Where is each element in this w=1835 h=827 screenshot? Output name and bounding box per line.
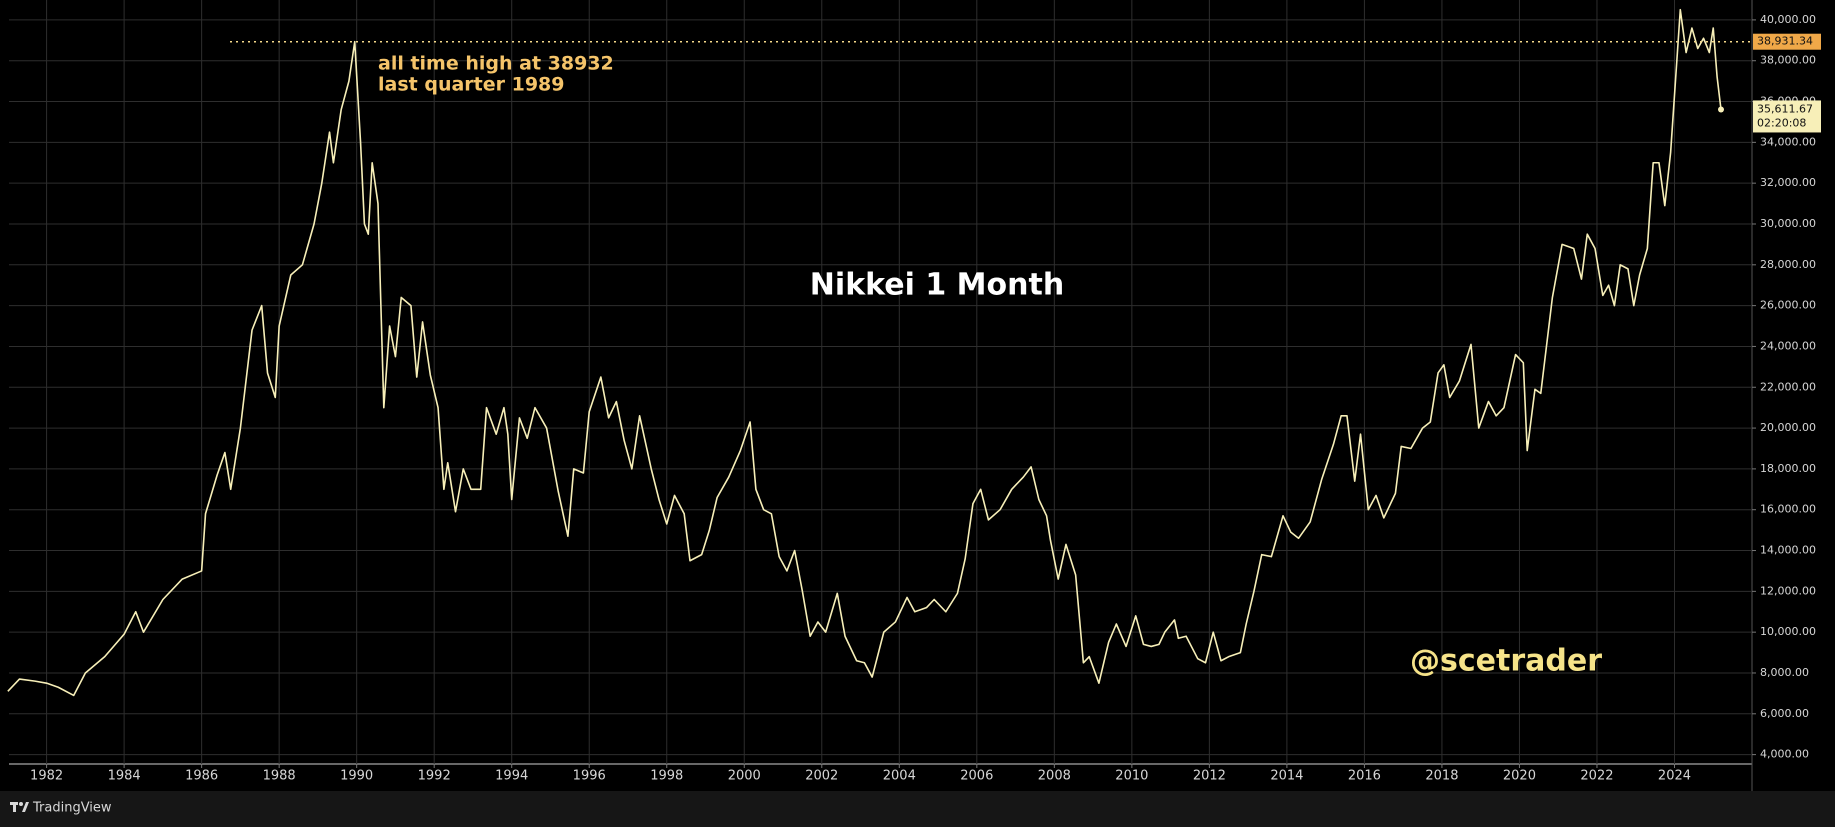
x-tick-label: 2006	[960, 769, 993, 784]
x-tick-label: 1992	[418, 769, 451, 784]
x-tick-label: 1998	[650, 769, 683, 784]
x-tick-label: 1988	[263, 769, 296, 784]
annotation: last quarter 1989	[378, 74, 565, 96]
y-tick-label: 10,000.00	[1760, 625, 1816, 638]
last-price-dot	[1717, 106, 1724, 113]
x-tick-label: 2004	[883, 769, 916, 784]
x-tick-label: 2002	[805, 769, 838, 784]
x-tick-label: 1982	[30, 769, 63, 784]
y-tick-label: 30,000.00	[1760, 217, 1816, 230]
y-tick-label: 8,000.00	[1760, 666, 1809, 679]
footer-bar	[0, 791, 1835, 827]
watermark: @scetrader	[1410, 644, 1602, 679]
y-tick-label: 40,000.00	[1760, 13, 1816, 26]
x-tick-label: 2010	[1115, 769, 1148, 784]
ath-price-label: 38,931.34	[1757, 35, 1813, 48]
last-price-box	[1753, 100, 1821, 133]
x-tick-label: 1996	[573, 769, 606, 784]
annotation: all time high at 38932	[378, 53, 614, 75]
y-tick-label: 20,000.00	[1760, 421, 1816, 434]
y-tick-label: 28,000.00	[1760, 258, 1816, 271]
ath-price-box	[1753, 33, 1821, 50]
x-tick-label: 2022	[1580, 769, 1613, 784]
y-tick-label: 6,000.00	[1760, 707, 1809, 720]
brand-logo	[10, 802, 29, 812]
x-tick-label: 2016	[1348, 769, 1381, 784]
countdown: 02:20:08	[1757, 116, 1806, 129]
last-price-label: 35,611.67	[1757, 102, 1813, 115]
y-tick-label: 4,000.00	[1760, 748, 1809, 761]
x-tick-label: 2020	[1503, 769, 1536, 784]
x-tick-label: 2008	[1038, 769, 1071, 784]
y-tick-label: 34,000.00	[1760, 135, 1816, 148]
x-tick-label: 1990	[340, 769, 373, 784]
x-tick-label: 2000	[728, 769, 761, 784]
y-tick-label: 22,000.00	[1760, 380, 1816, 393]
y-tick-label: 16,000.00	[1760, 503, 1816, 516]
x-tick-label: 2018	[1425, 769, 1458, 784]
chart-title: Nikkei 1 Month	[810, 268, 1064, 303]
y-tick-label: 24,000.00	[1760, 339, 1816, 352]
labels: 4,000.00 6,000.00 8,000.00 10,000.00 12,000.…	[30, 13, 1821, 784]
y-tick-label: 12,000.00	[1760, 584, 1816, 597]
grid	[9, 0, 1752, 764]
plot	[7, 8, 1752, 697]
y-tick-label: 38,000.00	[1760, 54, 1816, 67]
x-tick-label: 2024	[1658, 769, 1691, 784]
x-tick-label: 1994	[495, 769, 528, 784]
x-tick-label: 2012	[1193, 769, 1226, 784]
x-tick-label: 2014	[1270, 769, 1303, 784]
y-tick-label: 18,000.00	[1760, 462, 1816, 475]
y-tick-label: 14,000.00	[1760, 544, 1816, 557]
x-tick-label: 1986	[185, 769, 218, 784]
y-tick-label: 26,000.00	[1760, 299, 1816, 312]
y-tick-label: 32,000.00	[1760, 176, 1816, 189]
x-tick-label: 1984	[108, 769, 141, 784]
price-line	[7, 8, 1722, 697]
brand: TradingView	[32, 801, 112, 816]
